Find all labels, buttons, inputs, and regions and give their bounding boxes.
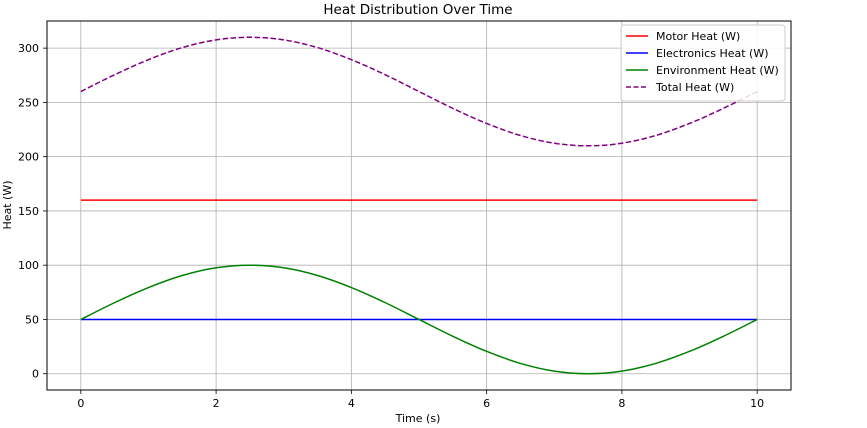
legend-box [620,24,786,102]
series-lines [80,36,758,375]
y-tick-label: 250 [18,96,39,109]
y-tick-label: 200 [18,151,39,164]
legend-label-electronics-heat: Electronics Heat (W) [656,47,769,60]
x-tick-label: 10 [750,397,764,410]
legend: Motor Heat (W) Electronics Heat (W) Enviro… [620,24,786,102]
x-axis-label: Time (s) [395,412,441,425]
x-tick-label: 4 [348,397,355,410]
y-tick-label: 50 [25,313,39,326]
legend-label-total-heat: Total Heat (W) [655,81,734,94]
x-tick-label: 8 [618,397,625,410]
x-tick-label: 2 [213,397,220,410]
y-tick-label: 0 [32,368,39,381]
y-tick-label: 100 [18,259,39,272]
environment-heat-line [80,264,758,375]
x-tick-label: 6 [483,397,490,410]
y-tick-label: 300 [18,42,39,55]
y-tick-label: 150 [18,205,39,218]
y-axis-label: Heat (W) [1,180,14,229]
legend-label-environment-heat: Environment Heat (W) [656,64,779,77]
plot-frame [46,20,792,391]
legend-label-motor-heat: Motor Heat (W) [656,30,740,43]
total-heat-line [80,36,758,147]
chart-title: Heat Distribution Over Time [323,2,512,18]
x-tick-label: 0 [77,397,84,410]
